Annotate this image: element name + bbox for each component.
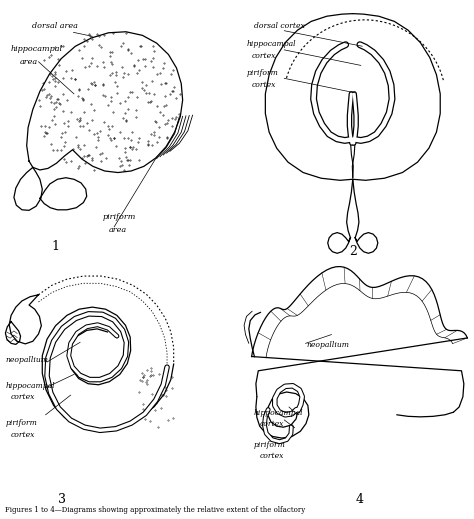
Text: piriform: piriform bbox=[246, 69, 278, 77]
Text: area: area bbox=[19, 58, 38, 66]
Polygon shape bbox=[265, 13, 440, 180]
Text: piriform: piriform bbox=[5, 419, 37, 427]
Text: Figures 1 to 4—Diagrams showing approximately the relative extent of the olfacto: Figures 1 to 4—Diagrams showing approxim… bbox=[5, 506, 306, 514]
Text: dorsal area: dorsal area bbox=[32, 22, 78, 30]
Text: 3: 3 bbox=[58, 493, 66, 506]
Polygon shape bbox=[355, 233, 378, 253]
Text: cortex: cortex bbox=[252, 80, 276, 89]
Text: cortex: cortex bbox=[260, 420, 284, 428]
Text: 4: 4 bbox=[356, 493, 364, 506]
Text: hippocampal: hippocampal bbox=[254, 409, 303, 417]
Text: cortex: cortex bbox=[252, 51, 276, 60]
Text: dorsal cortex: dorsal cortex bbox=[254, 22, 304, 30]
Polygon shape bbox=[27, 32, 182, 172]
Text: piriform: piriform bbox=[254, 441, 285, 449]
Polygon shape bbox=[40, 177, 87, 210]
Text: 2: 2 bbox=[349, 245, 357, 258]
Polygon shape bbox=[14, 167, 42, 210]
Polygon shape bbox=[9, 295, 41, 344]
Text: cortex: cortex bbox=[11, 431, 36, 439]
Text: cortex: cortex bbox=[11, 393, 36, 401]
Polygon shape bbox=[328, 233, 350, 253]
Text: neopallium: neopallium bbox=[5, 356, 48, 364]
Text: area: area bbox=[109, 226, 127, 234]
Text: hippocampal: hippocampal bbox=[11, 46, 63, 53]
Text: 1: 1 bbox=[51, 240, 59, 253]
Text: piriform: piriform bbox=[102, 213, 136, 221]
Text: neopallium: neopallium bbox=[307, 342, 350, 349]
Text: hippocampal: hippocampal bbox=[246, 40, 296, 48]
Text: cortex: cortex bbox=[260, 452, 284, 460]
Polygon shape bbox=[5, 322, 20, 345]
Text: hippocampal: hippocampal bbox=[5, 382, 55, 390]
